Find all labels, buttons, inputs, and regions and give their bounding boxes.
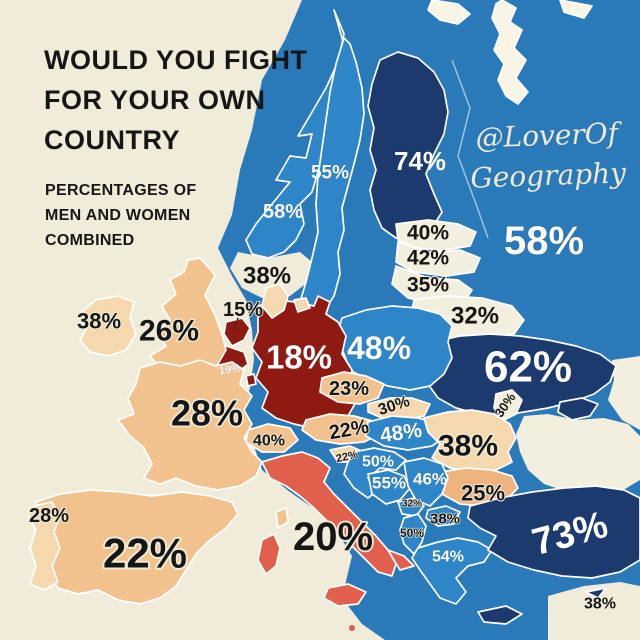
- denmark-island: [293, 297, 311, 313]
- map-label-norway: 58%: [263, 201, 303, 223]
- map-label-bulgaria: 25%: [461, 481, 505, 506]
- map-label-croatia: 50%: [362, 454, 394, 471]
- country-netherlands: [223, 317, 251, 347]
- map-label-belarus: 32%: [451, 303, 499, 330]
- italy-sardinia: [257, 533, 281, 575]
- map-label-finland: 74%: [394, 146, 446, 176]
- country-greece: [411, 537, 493, 605]
- map-label-germany: 18%: [266, 339, 332, 376]
- black-sea-cream: [516, 414, 640, 496]
- map-label-denmark: 38%: [243, 263, 291, 290]
- subtitle-line-3: COMBINED: [45, 232, 135, 249]
- map-label-latvia: 42%: [407, 247, 449, 270]
- country-moldova: [493, 389, 523, 421]
- country-czechia: [319, 371, 385, 405]
- map-label-greece: 54%: [432, 549, 464, 566]
- map-label-russia: 58%: [504, 219, 584, 263]
- country-ireland: [79, 295, 137, 357]
- map-label-ukraine: 62%: [484, 343, 572, 392]
- map-label-estonia: 40%: [407, 222, 449, 245]
- page-title: WOULD YOU FIGHT FOR YOUR OWN COUNTRY: [44, 40, 344, 160]
- france-corsica: [275, 507, 289, 529]
- italy-sicily: [323, 583, 367, 607]
- country-latvia: [395, 241, 481, 277]
- map-label-france: 28%: [171, 393, 243, 434]
- southeast-corner-cream: [548, 582, 640, 640]
- map-label-montenegro: 32%: [402, 499, 422, 510]
- country-bosnia: [367, 469, 411, 505]
- map-label-poland: 48%: [347, 330, 411, 366]
- map-label-serbia: 46%: [413, 470, 447, 489]
- map-label-bosnia: 55%: [372, 474, 406, 493]
- arctic-islands: [491, 0, 529, 105]
- italy-heel: [387, 549, 415, 571]
- title-line-2: FOR YOUR OWN: [44, 85, 266, 115]
- map-label-italy: 20%: [293, 515, 373, 559]
- map-label-netherlands: 15%: [223, 299, 263, 321]
- country-bulgaria: [439, 467, 519, 507]
- greece-crete: [477, 605, 523, 625]
- svalbard-icon: [427, 0, 471, 25]
- country-turkey: [467, 485, 640, 579]
- map-label-portugal: 28%: [29, 505, 69, 527]
- country-switzerland: [245, 423, 299, 453]
- map-label-albania: 50%: [400, 526, 424, 540]
- map-label-macedonia: 38%: [430, 511, 460, 528]
- watermark-line-1: @LoverOf: [474, 116, 619, 155]
- map-label-united-kingdom: 26%: [139, 315, 199, 348]
- country-romania: [423, 409, 517, 473]
- map-label-cyprus: 38%: [584, 596, 616, 613]
- page-subtitle: PERCENTAGES OF MEN AND WOMEN COMBINED: [45, 178, 285, 253]
- country-luxembourg: [245, 373, 257, 387]
- map-label-czechia: 23%: [329, 378, 369, 400]
- watermark-credit: @LoverOf Geography: [454, 113, 640, 199]
- map-label-slovenia: 22%: [335, 449, 359, 465]
- country-denmark: [261, 283, 289, 319]
- map-label-switzerland: 40%: [253, 433, 285, 450]
- russia-border-line: [451, 59, 489, 239]
- country-portugal: [27, 501, 61, 591]
- subtitle-line-1: PERCENTAGES OF: [45, 182, 197, 199]
- watermark-line-2: Geography: [469, 156, 627, 195]
- country-france: [117, 359, 263, 491]
- skagerrak-cream-patch: [230, 252, 312, 298]
- map-label-layer: 58%55% 74%58%38%40%42%35%32%38% 26%15%19% 1…: [28, 146, 617, 613]
- map-label-sweden: 55%: [311, 163, 349, 184]
- country-serbia: [403, 457, 449, 507]
- map-label-lithuania: 35%: [407, 274, 449, 297]
- country-cyprus: [585, 587, 607, 599]
- south-russia-cream: [608, 356, 640, 430]
- title-line-1: WOULD YOU FIGHT: [44, 45, 308, 75]
- country-finland: [367, 51, 449, 239]
- italy-malta: [349, 625, 355, 631]
- map-label-romania: 38%: [438, 430, 498, 463]
- country-montenegro: [397, 497, 425, 517]
- subtitle-line-2: MEN AND WOMEN: [45, 207, 191, 224]
- map-label-spain: 22%: [103, 530, 187, 577]
- country-slovakia: [367, 397, 431, 421]
- map-label-ireland: 38%: [77, 309, 121, 334]
- crimea-peninsula: [557, 397, 599, 421]
- country-estonia: [395, 219, 477, 251]
- title-line-3: COUNTRY: [44, 125, 180, 155]
- country-macedonia: [425, 505, 461, 527]
- map-label-belgium: 19%: [218, 362, 242, 377]
- island-northeast: [559, 0, 593, 19]
